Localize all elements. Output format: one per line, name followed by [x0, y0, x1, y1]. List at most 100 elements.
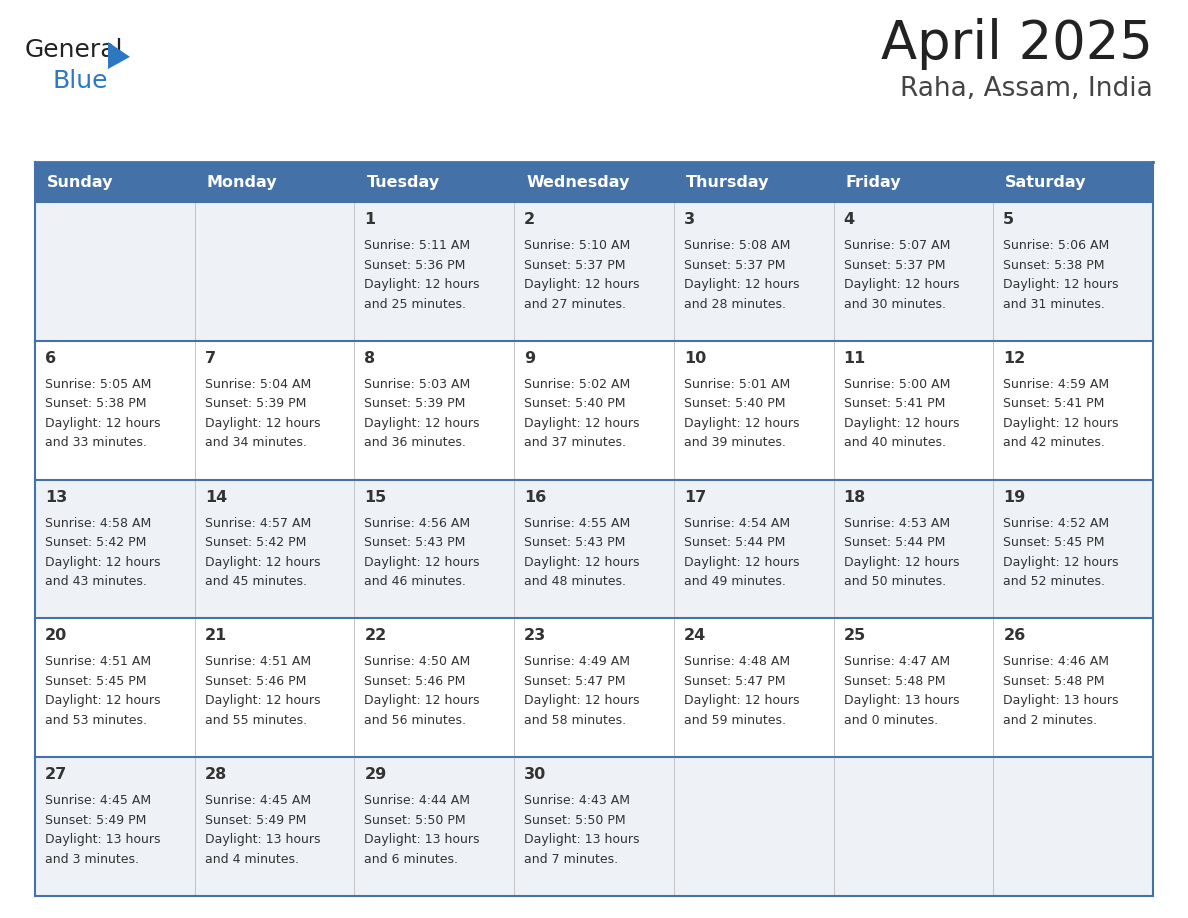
Text: Sunset: 5:49 PM: Sunset: 5:49 PM [45, 813, 146, 827]
Text: Sunset: 5:38 PM: Sunset: 5:38 PM [45, 397, 146, 410]
Text: Sunday: Sunday [48, 174, 114, 189]
Text: 20: 20 [45, 629, 68, 644]
Bar [834, 162, 993, 202]
Text: General: General [25, 38, 124, 62]
Text: Sunset: 5:46 PM: Sunset: 5:46 PM [204, 675, 307, 688]
Text: and 27 minutes.: and 27 minutes. [524, 297, 626, 310]
Text: Saturday: Saturday [1005, 174, 1087, 189]
Text: Daylight: 12 hours: Daylight: 12 hours [204, 555, 321, 568]
Text: Daylight: 12 hours: Daylight: 12 hours [684, 555, 800, 568]
Bar [34, 202, 1154, 341]
Text: Blue: Blue [53, 69, 108, 93]
Text: Sunrise: 5:03 AM: Sunrise: 5:03 AM [365, 378, 470, 391]
Text: Sunset: 5:37 PM: Sunset: 5:37 PM [684, 259, 785, 272]
Text: 14: 14 [204, 489, 227, 505]
Text: Sunset: 5:41 PM: Sunset: 5:41 PM [1004, 397, 1105, 410]
Text: Daylight: 13 hours: Daylight: 13 hours [1004, 694, 1119, 708]
Text: Sunset: 5:47 PM: Sunset: 5:47 PM [524, 675, 626, 688]
Text: and 58 minutes.: and 58 minutes. [524, 714, 626, 727]
Text: Sunrise: 4:54 AM: Sunrise: 4:54 AM [684, 517, 790, 530]
Text: Sunrise: 5:02 AM: Sunrise: 5:02 AM [524, 378, 631, 391]
Text: Daylight: 13 hours: Daylight: 13 hours [45, 834, 160, 846]
Text: Sunrise: 4:59 AM: Sunrise: 4:59 AM [1004, 378, 1110, 391]
Text: Sunset: 5:47 PM: Sunset: 5:47 PM [684, 675, 785, 688]
Text: Daylight: 12 hours: Daylight: 12 hours [684, 417, 800, 430]
Text: Sunrise: 4:46 AM: Sunrise: 4:46 AM [1004, 655, 1110, 668]
Text: Sunrise: 4:53 AM: Sunrise: 4:53 AM [843, 517, 949, 530]
Text: Sunrise: 5:06 AM: Sunrise: 5:06 AM [1004, 239, 1110, 252]
Text: and 30 minutes.: and 30 minutes. [843, 297, 946, 310]
Text: and 7 minutes.: and 7 minutes. [524, 853, 618, 866]
Text: Sunset: 5:48 PM: Sunset: 5:48 PM [1004, 675, 1105, 688]
Text: 17: 17 [684, 489, 706, 505]
Text: and 40 minutes.: and 40 minutes. [843, 436, 946, 449]
Text: Sunset: 5:42 PM: Sunset: 5:42 PM [204, 536, 307, 549]
Text: 16: 16 [524, 489, 546, 505]
Text: 26: 26 [1004, 629, 1025, 644]
Text: and 34 minutes.: and 34 minutes. [204, 436, 307, 449]
Text: Daylight: 12 hours: Daylight: 12 hours [365, 694, 480, 708]
Text: Tuesday: Tuesday [366, 174, 440, 189]
Text: Sunset: 5:38 PM: Sunset: 5:38 PM [1004, 259, 1105, 272]
Bar [34, 162, 195, 202]
Text: 3: 3 [684, 212, 695, 227]
Text: 21: 21 [204, 629, 227, 644]
Text: 23: 23 [524, 629, 546, 644]
Text: 22: 22 [365, 629, 386, 644]
Text: and 43 minutes.: and 43 minutes. [45, 575, 147, 588]
Text: 10: 10 [684, 351, 706, 365]
Text: 11: 11 [843, 351, 866, 365]
Text: Daylight: 12 hours: Daylight: 12 hours [524, 278, 639, 291]
Text: and 50 minutes.: and 50 minutes. [843, 575, 946, 588]
Text: Daylight: 13 hours: Daylight: 13 hours [365, 834, 480, 846]
Text: 12: 12 [1004, 351, 1025, 365]
Text: Daylight: 12 hours: Daylight: 12 hours [204, 417, 321, 430]
Text: and 6 minutes.: and 6 minutes. [365, 853, 459, 866]
Text: Sunrise: 4:56 AM: Sunrise: 4:56 AM [365, 517, 470, 530]
Text: Sunset: 5:41 PM: Sunset: 5:41 PM [843, 397, 944, 410]
Text: Sunrise: 4:51 AM: Sunrise: 4:51 AM [45, 655, 151, 668]
Text: Sunset: 5:44 PM: Sunset: 5:44 PM [684, 536, 785, 549]
Text: Sunrise: 5:08 AM: Sunrise: 5:08 AM [684, 239, 790, 252]
Text: Thursday: Thursday [685, 174, 770, 189]
Text: Sunset: 5:48 PM: Sunset: 5:48 PM [843, 675, 946, 688]
Text: Daylight: 12 hours: Daylight: 12 hours [843, 417, 959, 430]
Text: 4: 4 [843, 212, 854, 227]
Text: Daylight: 13 hours: Daylight: 13 hours [843, 694, 959, 708]
Text: Daylight: 12 hours: Daylight: 12 hours [1004, 555, 1119, 568]
Text: Daylight: 12 hours: Daylight: 12 hours [1004, 417, 1119, 430]
Text: Sunset: 5:39 PM: Sunset: 5:39 PM [365, 397, 466, 410]
Text: 1: 1 [365, 212, 375, 227]
Text: Daylight: 12 hours: Daylight: 12 hours [524, 694, 639, 708]
Text: Sunset: 5:43 PM: Sunset: 5:43 PM [365, 536, 466, 549]
Text: Sunrise: 4:47 AM: Sunrise: 4:47 AM [843, 655, 949, 668]
Bar [195, 162, 354, 202]
Text: Sunrise: 4:51 AM: Sunrise: 4:51 AM [204, 655, 311, 668]
Text: Sunset: 5:42 PM: Sunset: 5:42 PM [45, 536, 146, 549]
Bar [34, 619, 1154, 757]
Text: and 28 minutes.: and 28 minutes. [684, 297, 785, 310]
Text: Sunrise: 5:01 AM: Sunrise: 5:01 AM [684, 378, 790, 391]
Text: Sunset: 5:37 PM: Sunset: 5:37 PM [843, 259, 946, 272]
Text: and 56 minutes.: and 56 minutes. [365, 714, 467, 727]
Text: Sunrise: 4:52 AM: Sunrise: 4:52 AM [1004, 517, 1110, 530]
Text: Raha, Assam, India: Raha, Assam, India [901, 76, 1154, 102]
Text: April 2025: April 2025 [881, 18, 1154, 70]
Text: Daylight: 12 hours: Daylight: 12 hours [365, 417, 480, 430]
Text: 25: 25 [843, 629, 866, 644]
Text: and 25 minutes.: and 25 minutes. [365, 297, 467, 310]
Text: Sunrise: 4:45 AM: Sunrise: 4:45 AM [45, 794, 151, 807]
Text: Daylight: 12 hours: Daylight: 12 hours [365, 555, 480, 568]
Text: Daylight: 12 hours: Daylight: 12 hours [524, 555, 639, 568]
Text: Daylight: 12 hours: Daylight: 12 hours [843, 278, 959, 291]
Text: Wednesday: Wednesday [526, 174, 630, 189]
Text: Sunrise: 4:44 AM: Sunrise: 4:44 AM [365, 794, 470, 807]
Text: 7: 7 [204, 351, 216, 365]
Text: Daylight: 12 hours: Daylight: 12 hours [684, 694, 800, 708]
Text: 24: 24 [684, 629, 706, 644]
Text: and 0 minutes.: and 0 minutes. [843, 714, 937, 727]
Text: Daylight: 12 hours: Daylight: 12 hours [204, 694, 321, 708]
Text: and 46 minutes.: and 46 minutes. [365, 575, 467, 588]
Text: Sunset: 5:50 PM: Sunset: 5:50 PM [524, 813, 626, 827]
Text: and 48 minutes.: and 48 minutes. [524, 575, 626, 588]
